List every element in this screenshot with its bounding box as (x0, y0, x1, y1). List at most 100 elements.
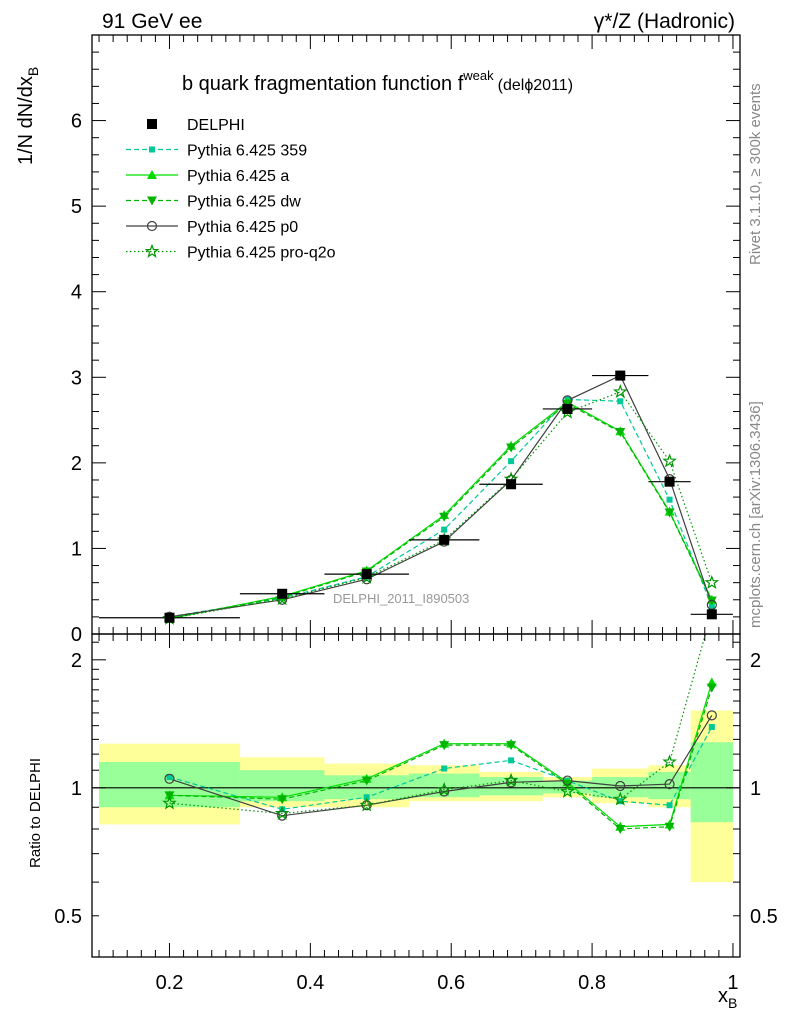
ratio-point-p359 (708, 723, 715, 730)
series-point-pq2o (662, 453, 677, 468)
ratio-point-pq2o (162, 795, 177, 810)
x-tick-label: 1 (727, 972, 738, 994)
ratio-point-p359 (166, 774, 173, 781)
ratio-point-pq2o (359, 797, 375, 812)
legend: DELPHI Pythia 6.425 359 Pythia 6.425 a Pyth… (126, 117, 336, 262)
ratio-y-tick-label: 1 (71, 778, 82, 800)
legend-label: DELPHI (187, 117, 245, 134)
ratio-point-pq2o (503, 772, 519, 787)
legend-marker-pq2o (144, 243, 160, 258)
series-point-pq2o (612, 384, 628, 399)
plot-title-sup: weak (462, 68, 494, 83)
data-point (439, 534, 450, 545)
ratio-point-pdw (615, 825, 626, 835)
ratio-frame (91, 633, 741, 958)
series-point-pdw (706, 596, 717, 606)
ratio-y-tick-label: 2 (71, 650, 82, 672)
main-y-tick-label: 2 (71, 453, 82, 475)
ratio-point-pdw (277, 795, 288, 805)
series-line-pp0 (169, 374, 713, 618)
main-y-tick-label: 6 (71, 111, 82, 133)
ratio-point-pp0 (164, 773, 175, 784)
x-tick-label: 0.8 (578, 972, 606, 994)
ratio-line-pp0 (169, 715, 713, 817)
series-point-pq2o (704, 574, 720, 589)
legend-label: Pythia 6.425 p0 (187, 219, 298, 236)
uncertainty-band-green (479, 777, 543, 796)
ratio-point-pp0 (615, 780, 626, 792)
legend-marker-pa (147, 170, 157, 179)
header-left: 91 GeV ee (102, 10, 202, 33)
legend-label: Pythia 6.425 pro-q2o (187, 245, 336, 262)
ratio-point-p359 (363, 794, 370, 801)
legend-marker-p359 (149, 146, 155, 153)
ratio-line-pq2o (169, 634, 707, 815)
main-y-label: 1/N dN/dxB (15, 67, 41, 165)
ratio-point-pdw (706, 683, 717, 693)
ratio-point-pp0 (664, 779, 675, 790)
plot-title-main: b quark fragmentation function f (182, 73, 464, 95)
data-point (706, 609, 717, 620)
series-point-pdw (506, 443, 517, 453)
data-point (361, 569, 372, 580)
ratio-point-p359 (508, 757, 515, 764)
series-line-pq2o (169, 391, 713, 620)
data-point (615, 370, 626, 381)
mcplots-label: mcplots.cern.ch [arXiv:1306.3436] (747, 401, 764, 628)
x-tick-label: 0.2 (156, 972, 184, 994)
ratio-y-tick-label-right: 0.5 (750, 906, 778, 928)
ratio-point-pdw (439, 741, 450, 751)
plot-title-tag: (delϕ2011) (498, 77, 573, 94)
data-point (562, 403, 573, 414)
data-point (164, 612, 175, 623)
ratio-point-pq2o (560, 783, 575, 798)
ratio-point-p359 (666, 802, 673, 809)
main-y-tick-label: 3 (71, 367, 82, 389)
x-tick-label: 0.4 (296, 972, 324, 994)
watermark: DELPHI_2011_I890503 (333, 591, 469, 606)
ratio-y-tick-label-right: 1 (750, 778, 761, 800)
ratio-point-pq2o (662, 754, 677, 769)
series-point-p359 (508, 458, 515, 465)
uncertainty-band-green (592, 777, 649, 798)
series-point-p359 (617, 398, 624, 405)
ratio-y-tick-label: 0.5 (54, 906, 82, 928)
legend-marker-pdw (147, 196, 157, 206)
series-point-p359 (441, 526, 448, 533)
series-line-pa (169, 401, 713, 620)
legend-label: Pythia 6.425 359 (187, 143, 307, 160)
main-plot: 0 1 2 3 4 5 6 (71, 34, 741, 646)
data-point (506, 479, 517, 490)
ratio-inner (92, 634, 740, 883)
legend-label: Pythia 6.425 dw (187, 194, 301, 211)
ratio-point-pp0 (277, 810, 288, 821)
series-point-pdw (439, 512, 450, 522)
ratio-point-pq2o (612, 791, 628, 806)
x-tick-label: 0.6 (437, 972, 465, 994)
ratio-point-pp0 (439, 786, 450, 797)
uncertainty-band-green (690, 742, 733, 823)
main-y-label-text: 1/N dN/dx (15, 76, 37, 165)
ratio-point-pp0 (706, 710, 717, 721)
main-y-label-sub: B (25, 67, 41, 76)
ratio-line-pdw (169, 687, 713, 830)
x-axis-label-text: x (718, 985, 728, 1007)
ratio-point-p359 (441, 765, 448, 772)
main-y-tick-label: 1 (71, 538, 82, 560)
series-point-p359 (666, 496, 673, 503)
ratio-plot: 0.5 1 2 0.5 1 2 0.2 0.4 0.6 0.8 1 (54, 633, 778, 994)
series-point-pdw (615, 428, 626, 438)
series-line-p359 (169, 398, 713, 618)
main-y-tick-label: 0 (71, 624, 82, 646)
ratio-point-pq2o (436, 781, 452, 796)
ratio-point-pdw (664, 822, 675, 832)
x-axis-label: xB (718, 985, 737, 1011)
series-line-pdw (169, 403, 713, 620)
main-y-tick-label: 5 (71, 196, 82, 218)
rivet-label: Rivet 3.1.10, ≥ 300k events (747, 83, 764, 265)
ratio-point-pdw (361, 776, 372, 786)
ratio-y-tick-label-right: 2 (750, 650, 761, 672)
ratio-point-pp0 (505, 777, 517, 788)
ratio-point-p359 (279, 806, 286, 813)
